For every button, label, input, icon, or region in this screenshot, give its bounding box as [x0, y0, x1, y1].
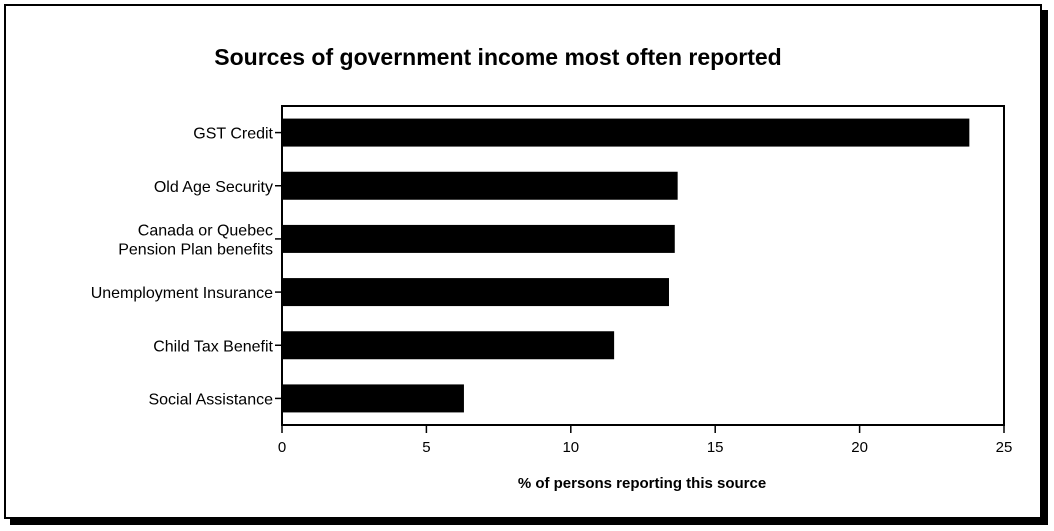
bar [282, 278, 669, 307]
chart-frame [4, 4, 1042, 519]
category-label: Old Age Security [154, 179, 273, 196]
x-tick-label: 5 [422, 439, 430, 456]
category-label: Unemployment Insurance [91, 285, 273, 302]
x-tick-label: 10 [562, 439, 579, 456]
category-label: Canada or Quebec [138, 222, 273, 239]
category-label: GST Credit [193, 126, 273, 143]
x-tick-label: 20 [851, 439, 868, 456]
x-axis-label: % of persons reporting this source [518, 475, 766, 492]
x-tick-label: 15 [707, 439, 724, 456]
category-label: Child Tax Benefit [153, 338, 273, 355]
bar [282, 384, 464, 413]
chart-title: Sources of government income most often … [214, 44, 781, 70]
plot-area: 0 5 10 15 20 25 GST Credit Old Age Security Cana… [91, 105, 1013, 456]
bar [282, 331, 615, 360]
plot-border [281, 105, 1005, 426]
x-tick-label: 0 [278, 439, 286, 456]
bar [282, 118, 970, 147]
bar [282, 171, 678, 200]
x-tick-label: 25 [996, 439, 1013, 456]
bar [282, 224, 675, 253]
category-label: Pension Plan benefits [118, 241, 273, 258]
category-label: Social Assistance [148, 391, 273, 408]
